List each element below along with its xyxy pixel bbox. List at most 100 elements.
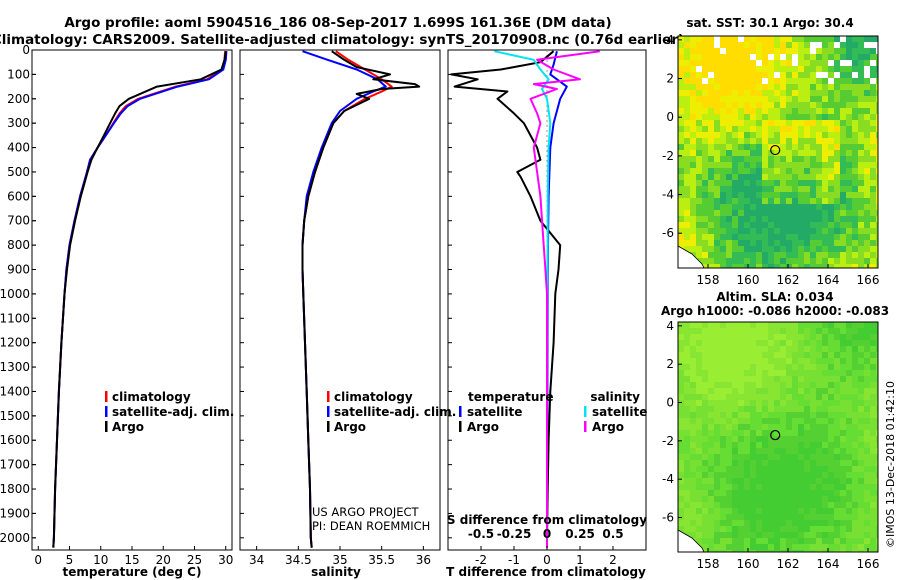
- map-cell: [678, 174, 684, 180]
- map-cell: [738, 234, 744, 240]
- map-cell: [786, 252, 792, 258]
- map-cell: [834, 264, 840, 268]
- map-cell: [744, 376, 750, 382]
- map-cell: [720, 198, 726, 204]
- map-cell: [720, 322, 726, 328]
- map-cell: [780, 36, 786, 42]
- map-cell: [828, 424, 834, 430]
- header-line-1: Argo profile: aoml 5904516_186 08-Sep-20…: [64, 15, 611, 31]
- x-tick-label: 2: [609, 553, 617, 567]
- map-cell: [702, 358, 708, 364]
- map-cell: [678, 66, 684, 72]
- map-cell: [720, 520, 726, 526]
- map-cell: [852, 162, 858, 168]
- map-cell: [822, 346, 828, 352]
- map-cell: [864, 370, 870, 376]
- map-cell: [858, 138, 864, 144]
- map-cell: [804, 36, 810, 42]
- map-cell: [816, 90, 822, 96]
- map-cell: [816, 192, 822, 198]
- map-cell: [714, 78, 720, 84]
- map-cell: [816, 114, 822, 120]
- map-cell: [732, 210, 738, 216]
- map-cell: [714, 388, 720, 394]
- map-cell: [864, 364, 870, 370]
- map-cell: [864, 72, 870, 78]
- map-cell: [828, 66, 834, 72]
- map-cell: [678, 96, 684, 102]
- map-cell: [870, 168, 876, 174]
- map-cell: [774, 490, 780, 496]
- map-cell: [702, 42, 708, 48]
- map-cell: [732, 544, 738, 550]
- map-cell: [822, 90, 828, 96]
- map-cell: [810, 186, 816, 192]
- map-cell: [780, 466, 786, 472]
- map-cell: [744, 502, 750, 508]
- map-cell: [726, 358, 732, 364]
- map-cell: [732, 228, 738, 234]
- map-cell: [702, 322, 708, 328]
- map-cell: [696, 454, 702, 460]
- map-cell: [726, 258, 732, 264]
- map-cell: [870, 36, 876, 42]
- map-cell: [708, 60, 714, 66]
- map-cell: [834, 78, 840, 84]
- map-cell: [834, 364, 840, 370]
- map-cell: [864, 508, 870, 514]
- map-cell: [792, 460, 798, 466]
- map-cell: [876, 412, 878, 418]
- map-cell: [870, 412, 876, 418]
- map-cell: [690, 334, 696, 340]
- map-cell: [720, 156, 726, 162]
- map-cell: [840, 132, 846, 138]
- map-cell: [846, 520, 852, 526]
- map-cell: [756, 352, 762, 358]
- map-cell: [786, 430, 792, 436]
- map-cell: [678, 36, 684, 42]
- map-cell: [858, 400, 864, 406]
- map-cell: [750, 376, 756, 382]
- map-cell: [834, 472, 840, 478]
- map-cell: [720, 168, 726, 174]
- map-cell: [738, 454, 744, 460]
- map-cell: [810, 66, 816, 72]
- map-cell: [714, 90, 720, 96]
- map-cell: [714, 240, 720, 246]
- map-cell: [762, 400, 768, 406]
- map-cell: [744, 252, 750, 258]
- map-cell: [756, 514, 762, 520]
- project-credit: US ARGO PROJECT: [312, 505, 420, 519]
- map-cell: [810, 358, 816, 364]
- map-cell: [720, 144, 726, 150]
- map-cell: [714, 162, 720, 168]
- map-cell: [738, 520, 744, 526]
- map-cell: [774, 198, 780, 204]
- map-cell: [846, 60, 852, 66]
- map-cell: [816, 382, 822, 388]
- map-cell: [750, 394, 756, 400]
- map-cell: [696, 412, 702, 418]
- map-cell: [810, 352, 816, 358]
- map-cell: [684, 406, 690, 412]
- map-cell: [702, 394, 708, 400]
- map-cell: [762, 246, 768, 252]
- map-cell: [804, 258, 810, 264]
- map-cell: [774, 508, 780, 514]
- map-cell: [732, 198, 738, 204]
- series-line-climatology: [52, 51, 227, 548]
- map-cell: [840, 490, 846, 496]
- map-cell: [858, 156, 864, 162]
- map-cell: [804, 174, 810, 180]
- map-cell: [864, 210, 870, 216]
- map-cell: [876, 502, 878, 508]
- lat-tick-label: -2: [662, 434, 674, 448]
- map-cell: [876, 442, 878, 448]
- map-cell: [828, 328, 834, 334]
- map-cell: [720, 114, 726, 120]
- map-cell: [762, 346, 768, 352]
- map-cell: [678, 186, 684, 192]
- map-cell: [714, 322, 720, 328]
- map-cell: [684, 376, 690, 382]
- map-cell: [732, 328, 738, 334]
